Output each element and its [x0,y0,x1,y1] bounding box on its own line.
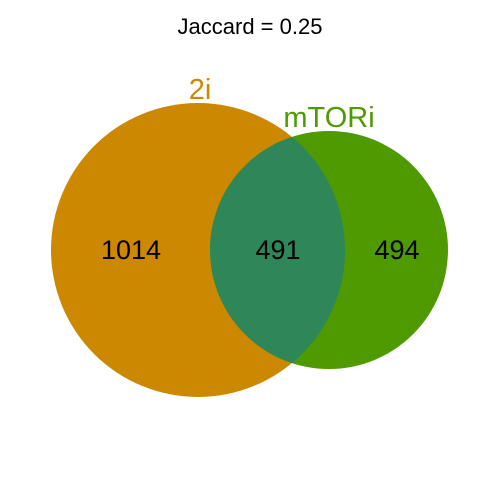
count-only-2i: 1014 [101,235,161,265]
set-2i-label: 2i [189,74,212,106]
overlap-region [210,131,345,369]
count-only-mtori: 494 [374,235,419,265]
set-mtori-label: mTORi [283,102,374,134]
chart-title: Jaccard = 0.25 [178,14,323,39]
count-both: 491 [255,235,300,265]
